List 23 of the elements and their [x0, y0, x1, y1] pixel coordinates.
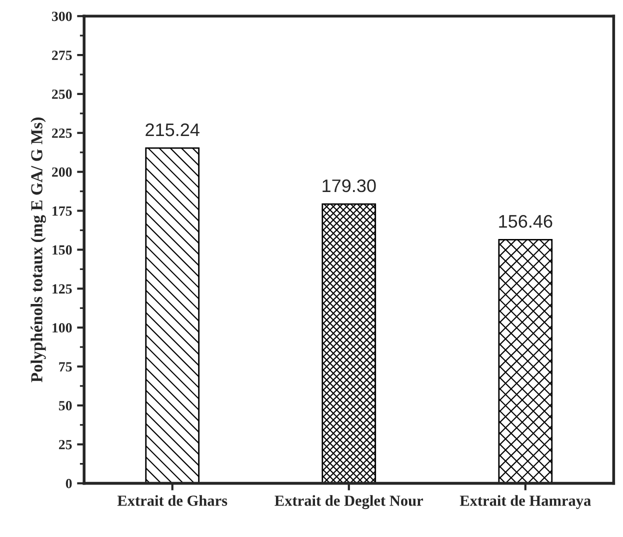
- y-tick-label: 225: [52, 128, 72, 138]
- y-tick-label: 250: [52, 90, 72, 99]
- y-tick-label: 125: [52, 284, 72, 294]
- y-tick-label: 75: [59, 362, 72, 372]
- y-tick-label: 300: [52, 12, 72, 22]
- x-tick-label: Extrait de Ghars: [117, 495, 228, 506]
- bar: [498, 238, 553, 484]
- bar: [322, 203, 376, 484]
- y-tick-label: 100: [52, 323, 72, 333]
- x-tick-label: Extrait de Hamraya: [460, 495, 591, 510]
- data-label: 215.24: [146, 123, 200, 136]
- data-label: 156.46: [499, 214, 552, 228]
- data-label: 179.30: [322, 179, 376, 192]
- y-tick-label: 0: [66, 478, 72, 488]
- y-tick-label: 150: [52, 245, 72, 255]
- bar: [145, 147, 200, 484]
- y-axis-title: Polyphénols totaux (mg E GA/ G Ms): [30, 118, 46, 382]
- y-tick-label: 50: [58, 401, 72, 410]
- y-tick-label: 200: [52, 167, 72, 177]
- y-tick-label: 175: [52, 206, 72, 216]
- y-tick-label: 25: [58, 440, 72, 450]
- x-tick-label: Extrait de Deglet Nour: [274, 495, 424, 510]
- y-tick-label: 275: [52, 50, 72, 60]
